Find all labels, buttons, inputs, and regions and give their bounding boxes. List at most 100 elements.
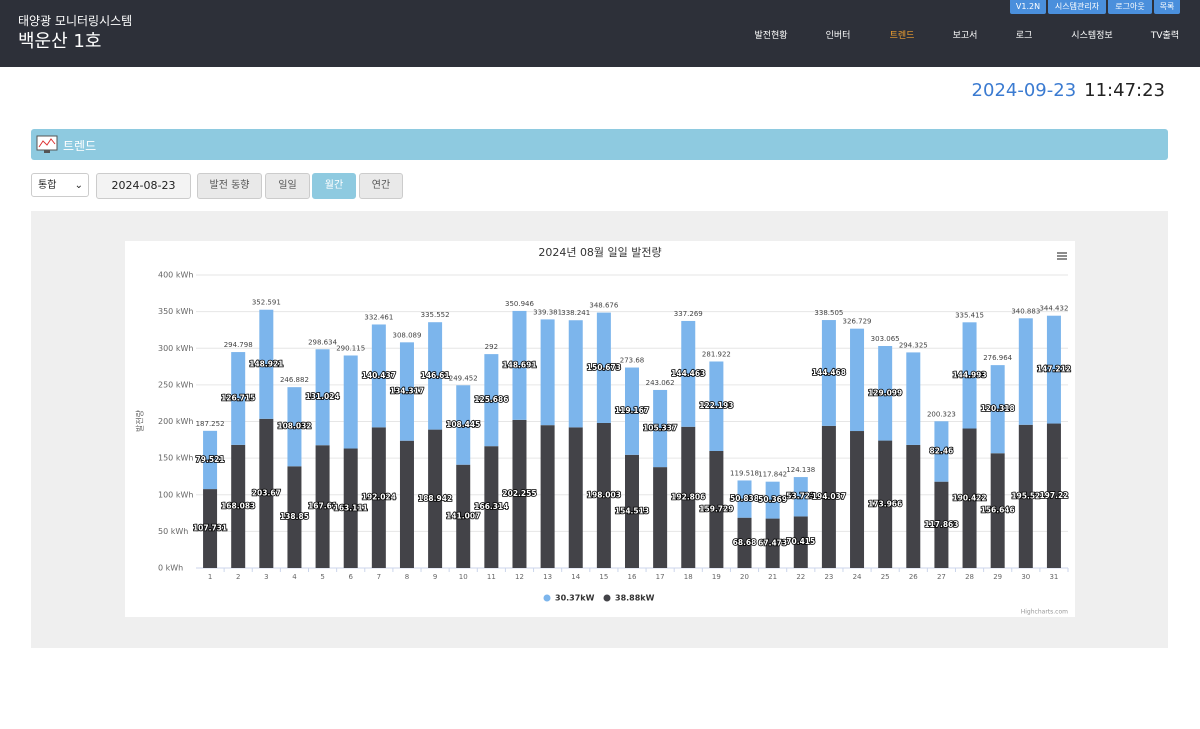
total-label: 187.252: [196, 420, 225, 428]
x-tick-label: 12: [515, 573, 524, 581]
x-tick-label: 8: [405, 573, 409, 581]
data-label: 192.806: [671, 492, 705, 501]
bar-segment: [878, 346, 893, 441]
bar-segment: [231, 352, 246, 445]
nav-item[interactable]: TV출력: [1150, 31, 1180, 41]
brand-title: 백운산 1호: [18, 31, 102, 52]
data-label: 202.255: [502, 489, 536, 498]
bar-segment: [1018, 318, 1033, 425]
x-tick-label: 15: [599, 573, 608, 581]
bar-segment: [287, 466, 302, 568]
data-label: 144.993: [952, 370, 986, 379]
menu-icon[interactable]: [1057, 252, 1067, 260]
total-label: 348.676: [589, 302, 618, 310]
data-label: 105.337: [643, 424, 677, 433]
monthly-button[interactable]: 월간: [312, 173, 356, 199]
section-icon: [36, 135, 58, 153]
chart-title: 2024년 08월 일일 발전량: [538, 245, 661, 259]
data-label: 122.193: [699, 401, 733, 410]
select[interactable]: 통합 ⌄: [31, 173, 89, 197]
total-label: 303.065: [871, 335, 900, 343]
x-tick-label: 21: [768, 573, 777, 581]
list-button[interactable]: 목록: [1154, 0, 1180, 14]
total-label: 276.964: [983, 354, 1012, 362]
version-button[interactable]: V1.2N: [1010, 0, 1046, 14]
bar-segment: [821, 425, 836, 568]
y-tick-label: 150 kWh: [158, 454, 193, 463]
data-label: 70.415: [786, 537, 815, 546]
x-tick-label: 29: [993, 573, 1002, 581]
total-label: 290.115: [336, 344, 365, 352]
data-label: 144.463: [671, 369, 705, 378]
x-tick-label: 14: [571, 573, 580, 581]
nav-item[interactable]: 로그: [1015, 31, 1033, 41]
nav-item[interactable]: 보고서: [952, 31, 978, 41]
bar-segment: [371, 427, 386, 568]
x-tick-label: 17: [656, 573, 665, 581]
admin-button[interactable]: 시스템관리자: [1048, 0, 1106, 14]
yearly-button[interactable]: 연간: [359, 173, 403, 199]
total-label: 340.883: [1011, 307, 1040, 315]
bar-segment: [625, 454, 639, 568]
data-label: 167.61: [308, 502, 337, 511]
total-label: 338.505: [814, 309, 843, 317]
nav-item[interactable]: 시스템정보: [1071, 31, 1113, 41]
total-label: 273.68: [620, 357, 645, 365]
data-label: 195.52: [1011, 491, 1040, 500]
bar-segment: [315, 349, 330, 446]
x-tick-label: 27: [937, 573, 946, 581]
daily-button[interactable]: 일일: [265, 173, 310, 199]
x-tick-label: 2: [236, 573, 240, 581]
bar-segment: [287, 387, 302, 467]
y-tick-label: 0 kWh: [158, 564, 183, 573]
x-tick-label: 22: [796, 573, 805, 581]
data-label: 108.032: [277, 422, 311, 431]
total-label: 308.089: [392, 331, 421, 339]
bar-segment: [512, 310, 527, 420]
bar-segment: [1018, 424, 1033, 568]
total-label: 243.062: [646, 379, 675, 387]
total-label: 294.325: [899, 341, 928, 349]
bar-segment: [681, 320, 696, 427]
clock-time: 11:47:23: [1084, 80, 1165, 101]
bar-segment: [906, 444, 921, 568]
data-label: 147.212: [1037, 365, 1071, 374]
date-input[interactable]: 2024-08-23: [96, 173, 191, 199]
bar-segment: [1046, 423, 1061, 568]
data-label: 134.317: [390, 387, 424, 396]
nav-item[interactable]: 인버터: [825, 31, 851, 41]
bar-segment: [231, 444, 246, 568]
x-tick-label: 7: [377, 573, 381, 581]
bar-segment: [568, 320, 583, 428]
data-label: 203.67: [252, 488, 281, 497]
legend-marker: [603, 594, 611, 602]
trend-button[interactable]: 발전 동향: [197, 173, 262, 199]
total-label: 292: [485, 343, 498, 351]
data-label: 192.024: [362, 493, 396, 502]
data-label: 68.68: [733, 538, 757, 547]
bar-segment: [625, 367, 639, 455]
x-tick-label: 16: [628, 573, 637, 581]
total-label: 200.323: [927, 410, 956, 418]
bar-segment: [203, 489, 218, 568]
y-tick-label: 350 kWh: [158, 307, 193, 316]
data-label: 108.445: [446, 420, 480, 429]
clock: 2024-09-23 11:47:23: [972, 80, 1165, 101]
x-tick-label: 18: [684, 573, 693, 581]
bar-segment: [1046, 315, 1061, 424]
x-tick-label: 1: [208, 573, 212, 581]
nav-item[interactable]: 발전현황: [754, 31, 788, 41]
total-label: 344.432: [1039, 305, 1068, 313]
x-tick-label: 31: [1049, 573, 1058, 581]
bar-segment: [428, 429, 443, 568]
bar-segment: [484, 354, 499, 447]
logout-button[interactable]: 로그아웃: [1108, 0, 1152, 14]
data-label: 166.314: [474, 502, 508, 511]
data-label: 144.468: [812, 368, 846, 377]
bar-segment: [850, 431, 865, 568]
bar-segment: [906, 352, 921, 445]
x-tick-label: 30: [1021, 573, 1030, 581]
nav-item-active[interactable]: 트렌드: [889, 31, 915, 41]
bar-segment: [596, 422, 611, 568]
bar-segment: [371, 324, 386, 428]
